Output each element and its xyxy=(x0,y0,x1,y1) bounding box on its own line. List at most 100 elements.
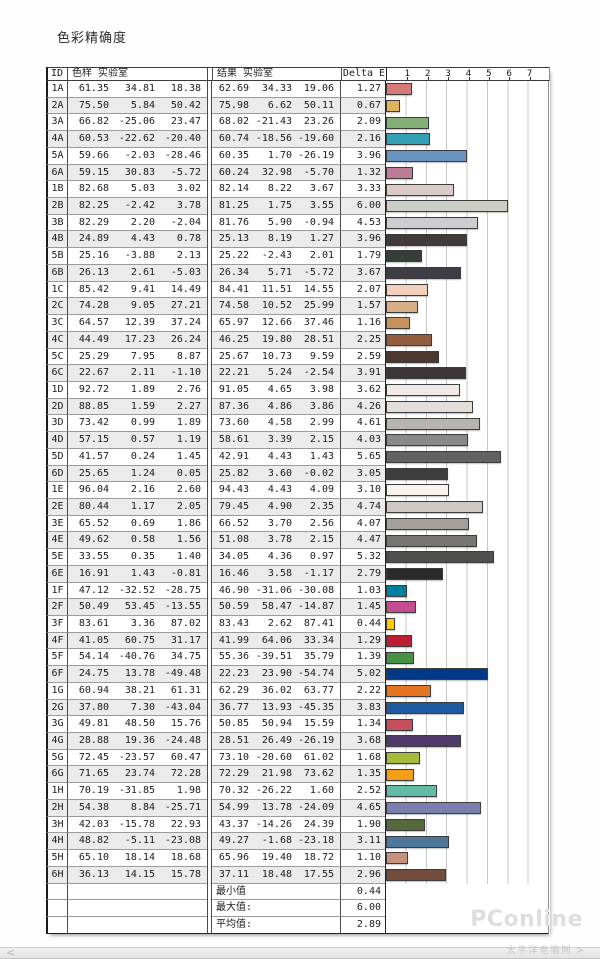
sample-l-value: 65.10 xyxy=(68,850,115,867)
result-b-value: 23.26 xyxy=(298,114,340,132)
delta-e-bar xyxy=(386,200,509,213)
table-row: 5H 65.10 18.14 18.68 65.96 19.40 18.72 1.10 xyxy=(46,850,550,867)
table-row: 6E 16.91 1.43 -0.81 16.46 3.58 -1.17 2.79 xyxy=(46,565,550,583)
row-id: 6H xyxy=(46,866,68,884)
sample-a-value: -31.85 xyxy=(115,783,161,800)
sample-a-value: 18.14 xyxy=(115,850,161,867)
column-divider xyxy=(207,699,212,717)
sample-a-value: -40.76 xyxy=(115,649,161,667)
delta-e-bar-track xyxy=(385,565,549,583)
carousel-prev-icon[interactable]: < xyxy=(6,946,16,959)
result-b-value: 15.59 xyxy=(298,716,340,734)
column-divider xyxy=(207,231,212,249)
sample-b-value: 60.47 xyxy=(161,750,207,767)
result-l-value: 16.46 xyxy=(212,565,255,583)
sample-b-value: 50.42 xyxy=(161,97,207,115)
row-id: 3E xyxy=(46,515,68,533)
delta-e-bar-track xyxy=(385,699,549,717)
delta-e-value: 3.10 xyxy=(340,482,385,499)
result-a-value: -21.43 xyxy=(255,114,298,132)
delta-e-bar-track xyxy=(385,448,549,466)
result-a-value: 3.39 xyxy=(255,432,298,449)
row-id: 1G xyxy=(46,682,68,700)
result-a-value: 5.24 xyxy=(255,365,298,382)
sample-l-value: 47.12 xyxy=(68,583,115,600)
sample-b-value: 34.75 xyxy=(161,649,207,667)
sample-a-value: 9.05 xyxy=(115,298,161,316)
delta-e-bar xyxy=(386,250,423,263)
result-a-value: 32.98 xyxy=(255,164,298,182)
result-a-value: -1.68 xyxy=(255,833,298,851)
sample-l-value: 92.72 xyxy=(68,382,115,399)
column-divider xyxy=(207,632,212,650)
sample-b-value: 1.40 xyxy=(161,549,207,566)
sample-b-value: 3.02 xyxy=(161,181,207,199)
result-b-value: -0.02 xyxy=(298,465,340,483)
row-id: 3H xyxy=(46,816,68,834)
sample-b-value: 2.76 xyxy=(161,382,207,399)
delta-e-bar-track xyxy=(385,248,549,265)
sample-a-value: 0.69 xyxy=(115,516,161,533)
sample-l-value: 73.42 xyxy=(68,415,115,433)
row-id: 1D xyxy=(46,381,68,399)
result-a-value: 36.02 xyxy=(255,683,298,700)
sample-l-value: 60.94 xyxy=(68,683,115,700)
sample-a-value: -5.11 xyxy=(115,833,161,851)
result-l-value: 65.96 xyxy=(212,850,255,867)
header-sample-lab: 色样 实验室 xyxy=(68,67,207,81)
result-b-value: -2.54 xyxy=(298,365,340,382)
sample-l-value: 22.67 xyxy=(68,365,115,382)
sample-b-value: 1.19 xyxy=(161,432,207,449)
table-row: 2C 74.28 9.05 27.21 74.58 10.52 25.99 1.57 xyxy=(46,298,550,316)
delta-e-bar xyxy=(386,216,479,229)
sample-b-value: 2.27 xyxy=(161,398,207,416)
delta-e-value: 1.57 xyxy=(340,298,385,316)
result-a-value: -39.51 xyxy=(255,649,298,667)
table-row: 6G 71.65 23.74 72.28 72.29 21.98 73.62 1.35 xyxy=(46,766,550,784)
sample-l-value: 42.03 xyxy=(68,817,115,834)
result-a-value: -26.22 xyxy=(255,783,298,800)
delta-e-bar-track xyxy=(385,97,549,115)
delta-e-value: 3.62 xyxy=(340,381,385,399)
page-title: 色彩精确度 xyxy=(57,31,128,46)
delta-e-bar xyxy=(386,785,438,798)
delta-e-value: 1.29 xyxy=(340,632,385,650)
row-id: 4A xyxy=(46,131,68,148)
table-row: 4G 28.88 19.36 -24.48 28.51 26.49 -26.19 3.68 xyxy=(46,733,550,750)
result-l-value: 70.32 xyxy=(212,783,255,800)
scale-tick-mark xyxy=(468,77,470,80)
sample-l-value: 82.25 xyxy=(68,198,115,215)
result-a-value: 18.48 xyxy=(255,866,298,884)
result-l-value: 81.76 xyxy=(212,215,255,232)
row-id: 1A xyxy=(46,81,68,98)
delta-e-value: 3.67 xyxy=(340,264,385,282)
delta-e-value: 4.03 xyxy=(340,432,385,449)
result-b-value: 3.86 xyxy=(298,398,340,416)
table-row: 5C 25.29 7.95 8.87 25.67 10.73 9.59 2.59 xyxy=(46,348,550,366)
result-l-value: 36.77 xyxy=(212,699,255,717)
sample-a-value: 2.16 xyxy=(115,482,161,499)
delta-e-bar-track xyxy=(385,365,549,382)
result-l-value: 22.23 xyxy=(212,666,255,683)
table-row: 5G 72.45 -23.57 60.47 73.10 -20.60 61.02 1.68 xyxy=(46,749,550,767)
result-a-value: -2.43 xyxy=(255,248,298,265)
result-l-value: 73.10 xyxy=(212,750,255,767)
carousel-next-icon[interactable]: > xyxy=(576,946,586,956)
result-b-value: 2.15 xyxy=(298,432,340,449)
result-a-value: 8.22 xyxy=(255,181,298,199)
result-l-value: 50.85 xyxy=(212,716,255,734)
sample-b-value: 3.78 xyxy=(161,198,207,215)
row-id: 3F xyxy=(46,616,68,633)
delta-e-bar xyxy=(386,751,421,764)
sample-a-value: 1.24 xyxy=(115,465,161,483)
delta-e-bar-track xyxy=(385,616,549,633)
result-b-value: 3.55 xyxy=(298,198,340,215)
sample-a-value: 30.83 xyxy=(115,164,161,182)
column-divider xyxy=(207,281,212,299)
column-divider xyxy=(207,264,212,282)
table-row: 1H 70.19 -31.85 1.98 70.32 -26.22 1.60 2.52 xyxy=(46,783,550,800)
sample-l-value: 24.89 xyxy=(68,231,115,249)
sample-l-value: 70.19 xyxy=(68,783,115,800)
sample-l-value: 60.53 xyxy=(68,131,115,148)
delta-e-value: 2.25 xyxy=(340,331,385,349)
